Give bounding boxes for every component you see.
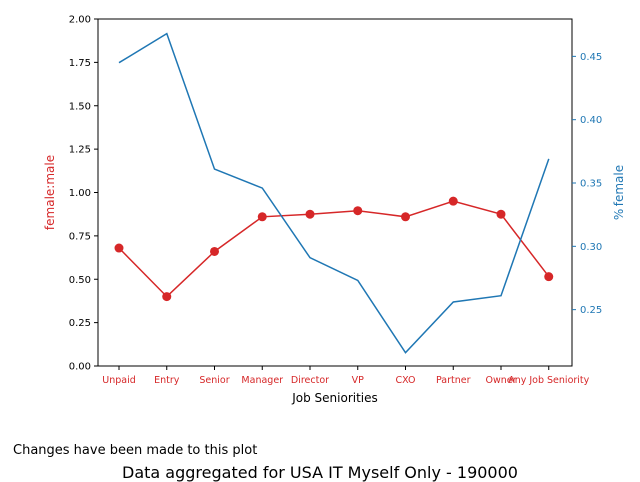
right-axis-label: % female [612,165,626,220]
x-tick-label: Unpaid [102,375,136,386]
right-tick-label: 0.35 [580,179,602,190]
right-tick-label: 0.25 [580,305,602,316]
left-tick-label: 0.00 [69,362,91,373]
plot-note: Changes have been made to this plot [13,443,258,458]
left-tick-label: 0.75 [69,231,91,242]
right-tick-label: 0.45 [580,52,602,63]
left-tick-label: 0.25 [69,318,91,329]
x-tick-label: Any Job Seniority [508,375,589,386]
series-point-left [496,209,506,219]
x-tick-label: Owner [485,375,516,386]
x-tick-label: CXO [395,375,415,386]
x-tick-label: Senior [199,375,229,386]
x-tick-label: Director [291,375,329,386]
x-tick-label: VP [352,375,364,386]
series-point-left [114,243,124,253]
x-tick-label: Partner [436,375,471,386]
x-tick-label: Manager [241,375,283,386]
plot-footer: Data aggregated for USA IT Myself Only -… [122,463,518,482]
left-tick-label: 1.75 [69,58,91,69]
left-tick-label: 1.00 [69,188,91,199]
series-point-left [401,212,410,222]
left-axis-label: female:male [43,155,57,230]
series-point-left [353,206,363,216]
series-point-left [162,292,172,302]
series-line-right [118,32,550,354]
right-tick-label: 0.30 [580,242,602,253]
right-tick-label: 0.40 [580,115,602,126]
plot-frame [97,18,573,367]
x-axis-label: Job Seniorities [291,391,378,405]
left-tick-label: 1.50 [69,101,91,112]
left-tick-label: 0.50 [69,275,91,286]
series-point-left [210,246,219,256]
series-point-left [257,212,267,222]
left-tick-label: 1.25 [69,145,91,156]
left-tick-label: 2.00 [69,15,91,26]
x-tick-label: Entry [154,375,180,386]
series-point-left [305,209,315,219]
series-point-left [448,196,458,206]
series-line-left [118,200,550,298]
series-point-left [544,272,554,282]
